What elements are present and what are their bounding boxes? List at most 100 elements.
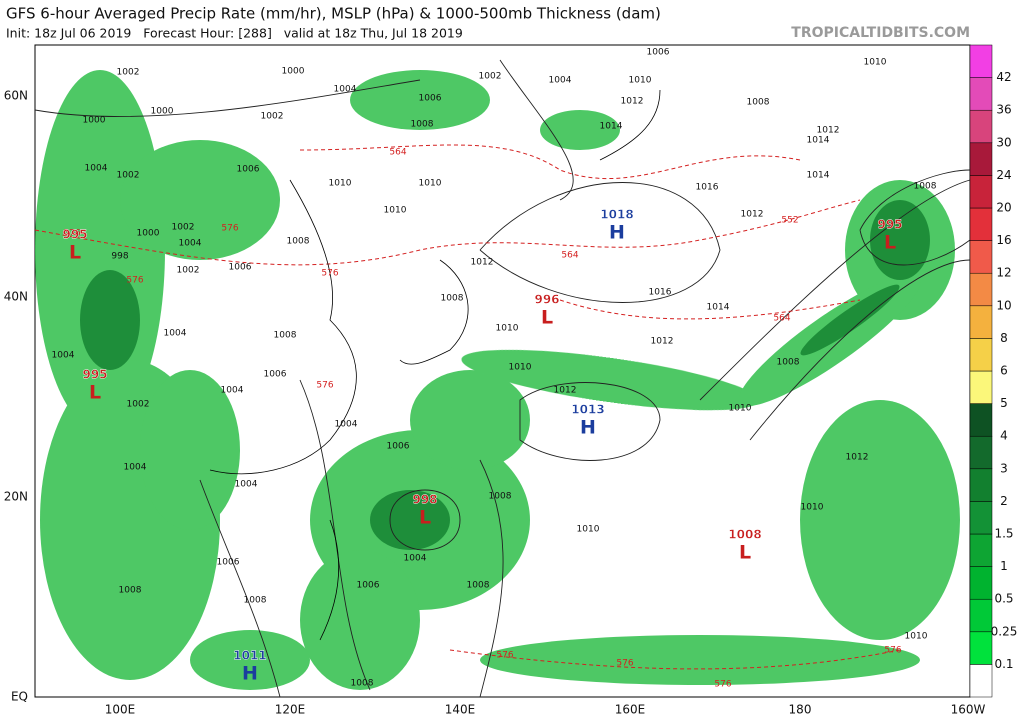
precip-heavy [80, 200, 930, 550]
colorbar-swatch [969, 501, 993, 535]
lon-label: 100E [105, 703, 136, 717]
isobar-label: 1004 [179, 239, 202, 249]
thickness-label: 576 [616, 659, 633, 669]
center-letter: L [884, 232, 896, 254]
isobar-label: 1002 [117, 171, 140, 181]
isobar-label: 1006 [387, 442, 410, 452]
center-letter: H [609, 222, 625, 244]
center-value: 995 [62, 228, 87, 242]
isobar-label: 1010 [329, 179, 352, 189]
thickness-label: 576 [884, 646, 901, 656]
colorbar-swatch [969, 468, 993, 502]
isobar-label: 1008 [119, 586, 142, 596]
isobar-label: 1012 [846, 453, 869, 463]
thickness-label: 576 [321, 269, 338, 279]
isobar-label: 1008 [411, 120, 434, 130]
isobar-label: 1004 [404, 554, 427, 564]
lon-label: 160E [615, 703, 646, 717]
isobar-label: 1008 [274, 331, 297, 341]
colorbar-label: 8 [1000, 331, 1008, 345]
subtitle: Init: 18z Jul 06 2019 Forecast Hour: [28… [6, 26, 463, 41]
colorbar-swatch [969, 272, 993, 307]
isobar-label: 1012 [471, 258, 494, 268]
center-value: 995 [82, 368, 107, 382]
colorbar-label: 4 [1000, 429, 1008, 443]
isobars [34, 59, 971, 698]
colorbar-label: 30 [996, 135, 1011, 149]
isobar-label: 1006 [419, 94, 442, 104]
isobar-label: 1014 [707, 303, 730, 313]
thickness-label: 576 [496, 651, 513, 661]
isobar-label: 1008 [489, 492, 512, 502]
colorbar-swatch [969, 664, 993, 698]
center-value: 998 [412, 493, 437, 507]
isobar-label: 1008 [747, 98, 770, 108]
isobar-label: 1016 [696, 183, 719, 193]
lat-label: EQ [11, 690, 28, 704]
isobar-label: 998 [111, 252, 128, 262]
isobar-label: 1008 [351, 679, 374, 689]
colorbar-swatch [969, 305, 993, 339]
colorbar-label: 0.25 [991, 624, 1018, 638]
colorbar-swatch [969, 240, 993, 274]
colorbar-label: 42 [996, 70, 1011, 84]
isobar-label: 1004 [334, 85, 357, 95]
isobar-label: 1004 [124, 463, 147, 473]
isobar-label: 1004 [221, 386, 244, 396]
isobar-label: 1014 [807, 136, 830, 146]
lat-label: 60N [4, 89, 28, 103]
colorbar-swatch [969, 207, 993, 241]
thickness-label: 564 [773, 314, 790, 324]
lon-label: 140E [445, 703, 476, 717]
center-letter: L [541, 307, 553, 329]
isobar-label: 1008 [467, 581, 490, 591]
colorbar-swatch [969, 44, 993, 78]
center-value: 1011 [233, 649, 266, 663]
isobar-label: 1006 [264, 370, 287, 380]
map-labels: 60N 40N 20N EQ 100E 120E 140E 160E 180 160W 1002 10… [4, 48, 986, 717]
isobar-label: 1008 [244, 596, 267, 606]
isobar-label: 1010 [496, 324, 519, 334]
isobar-label: 1002 [479, 72, 502, 82]
isobar-label: 1010 [384, 206, 407, 216]
isobar-label: 1010 [801, 503, 824, 513]
thickness-label: 576 [63, 229, 80, 239]
center-letter: L [69, 242, 81, 264]
colorbar-swatch [969, 403, 993, 437]
lon-label: 160W [951, 703, 986, 717]
isobar-label: 1002 [177, 266, 200, 276]
colorbar-swatch [969, 142, 993, 176]
coastlines [209, 89, 661, 641]
isobar-label: 1010 [864, 58, 887, 68]
isobar-label: 1000 [83, 116, 106, 126]
isobar-label: 1010 [419, 179, 442, 189]
colorbar-swatch [969, 109, 993, 144]
colorbar-swatch [969, 175, 993, 209]
colorbar-swatch [969, 435, 993, 470]
isobar-label: 1004 [335, 420, 358, 430]
lon-label: 180 [789, 703, 812, 717]
thickness-label: 564 [561, 251, 578, 261]
map-area [34, 44, 971, 698]
lat-label: 20N [4, 490, 28, 504]
colorbar-swatch [969, 533, 993, 567]
isobar-label: 1002 [117, 68, 140, 78]
colorbar-swatch [969, 77, 993, 111]
isobar-label: 1016 [649, 288, 672, 298]
isobar-label: 1004 [164, 329, 187, 339]
isobar-label: 1012 [651, 337, 674, 347]
colorbar-label: 3 [1000, 461, 1008, 475]
isobar-label: 1008 [777, 358, 800, 368]
isobar-label: 1006 [237, 165, 260, 175]
isobar-label: 1012 [621, 97, 644, 107]
center-letter: H [580, 417, 596, 439]
colorbar-label: 1.5 [994, 527, 1013, 541]
thickness-label: 552 [781, 216, 798, 226]
isobar-label: 1014 [807, 171, 830, 181]
isobar-label: 1006 [357, 581, 380, 591]
colorbar-label: 6 [1000, 364, 1008, 378]
lon-label: 120E [275, 703, 306, 717]
isobar-label: 1004 [549, 76, 572, 86]
center-letter: L [419, 507, 431, 529]
